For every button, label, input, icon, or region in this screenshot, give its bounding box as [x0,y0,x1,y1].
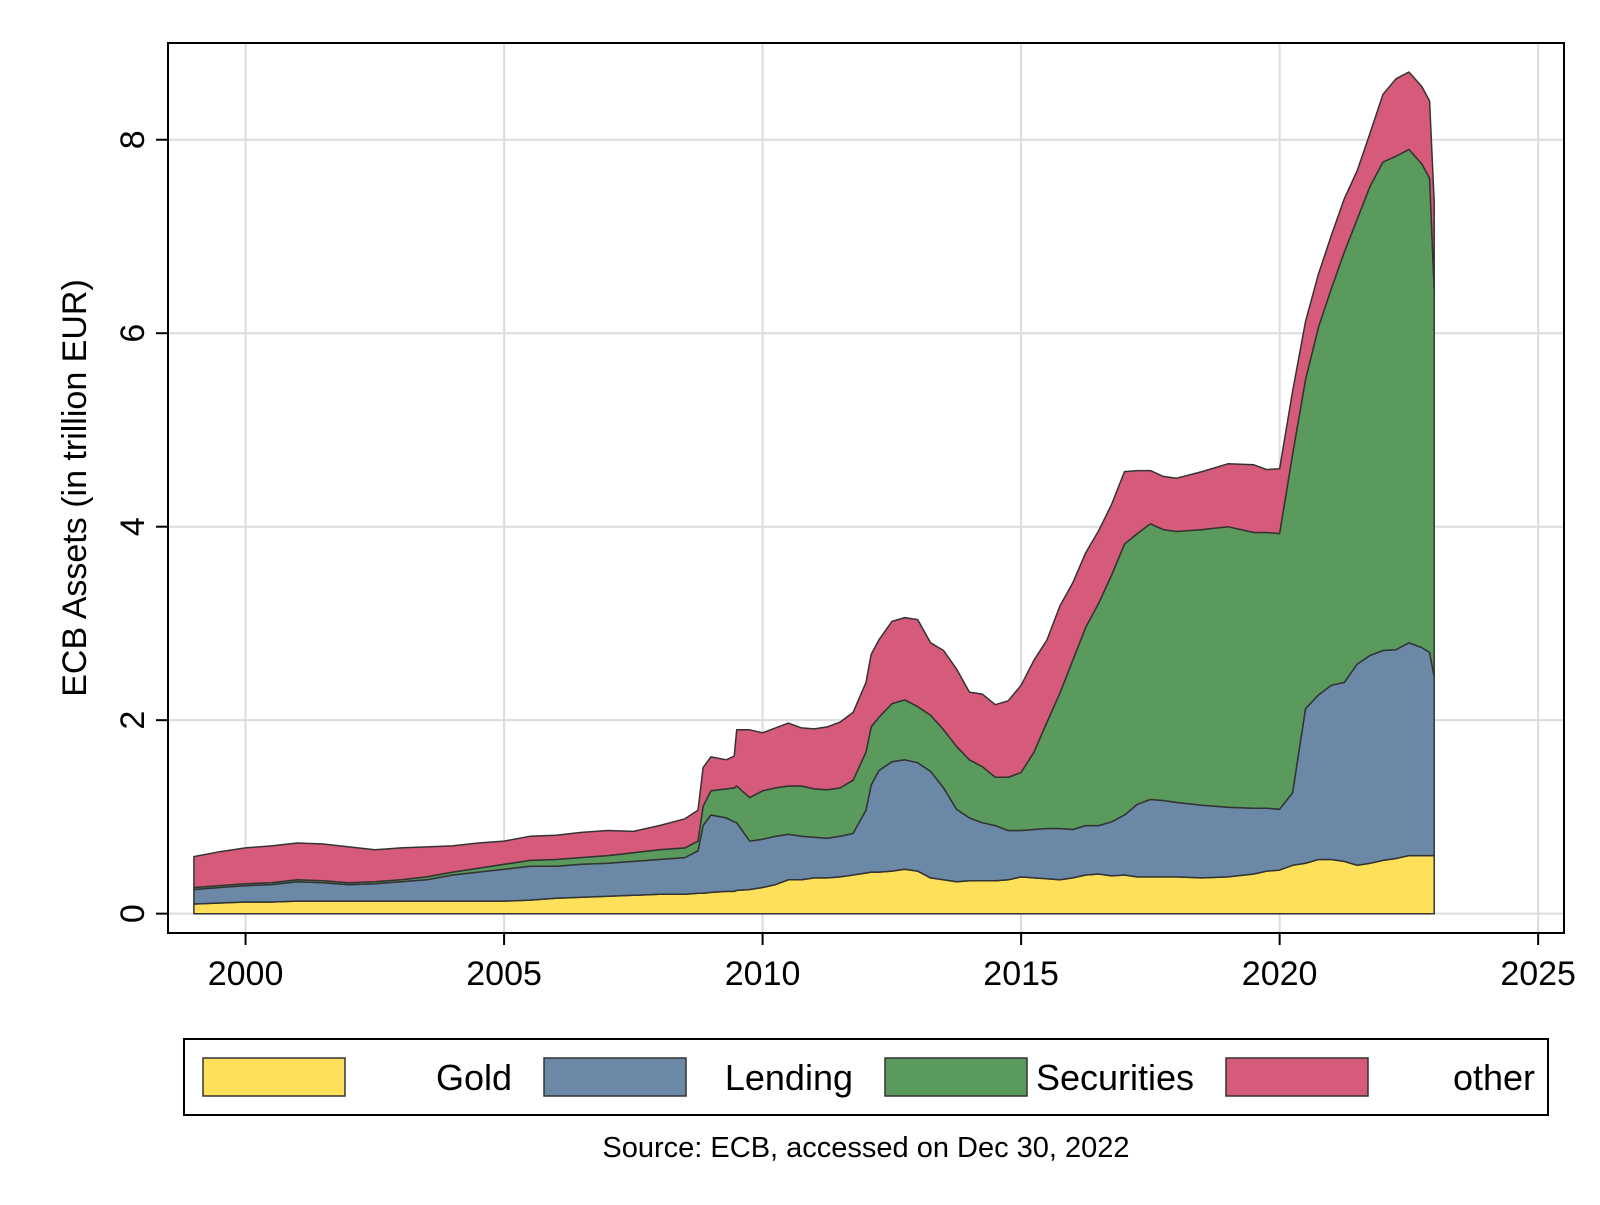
legend-label-other: other [1453,1057,1535,1098]
legend-label-securities: Securities [1036,1057,1194,1098]
x-tick-label-3: 2015 [983,955,1059,993]
legend-label-gold: Gold [436,1057,512,1098]
x-tick-label-2: 2010 [725,955,801,993]
legend-swatch-other [1225,1057,1369,1097]
y-tick-label-3: 6 [114,324,152,343]
source-note: Source: ECB, accessed on Dec 30, 2022 [602,1132,1129,1164]
x-tick-label-1: 2005 [466,955,542,993]
legend-label-lending: Lending [725,1057,853,1098]
x-tick-label-4: 2020 [1242,955,1318,993]
x-axis: 2000 2005 2010 2015 2020 2025 [208,933,1576,993]
legend-swatch-gold [202,1057,346,1097]
y-tick-label-2: 4 [114,517,152,536]
plot-frame [167,42,1565,934]
y-tick-label-1: 2 [114,711,152,730]
x-tick-label-0: 2000 [208,955,284,993]
legend: Gold Lending Securities other [183,1038,1549,1116]
y-axis: 0 2 4 6 8 [114,130,168,923]
x-tick-label-5: 2025 [1500,955,1576,993]
y-axis-title: ECB Assets (in trillion EUR) [56,279,94,697]
legend-swatch-securities [884,1057,1028,1097]
y-tick-label-0: 0 [114,904,152,923]
stacked-areas [193,71,1435,915]
legend-swatch-lending [543,1057,687,1097]
area-other [193,71,1435,889]
y-tick-label-4: 8 [114,130,152,149]
